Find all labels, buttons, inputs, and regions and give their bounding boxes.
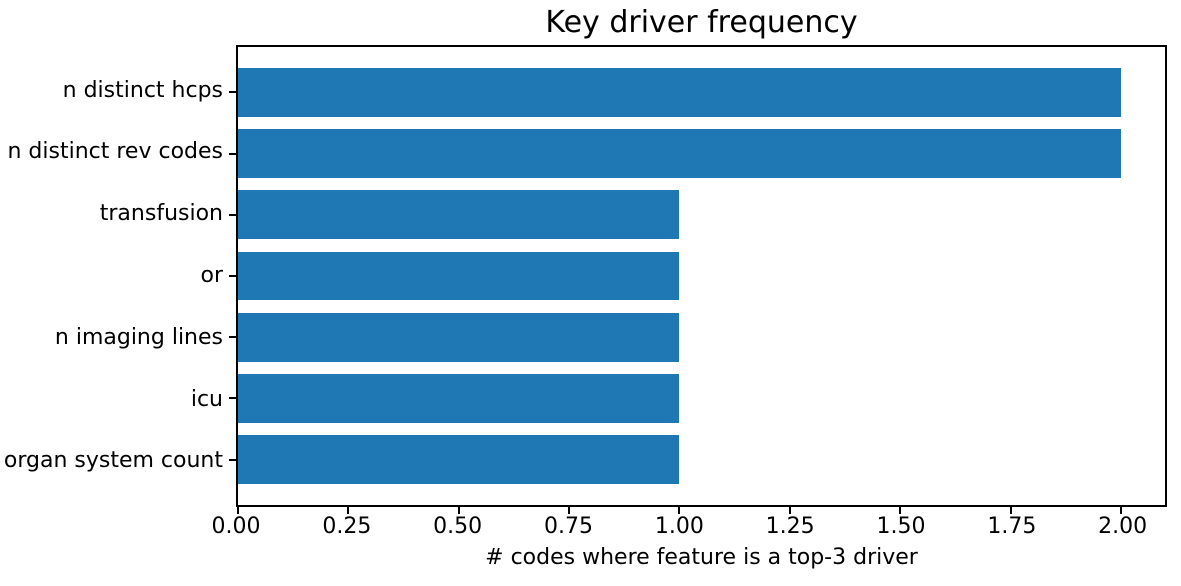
- y-tick-mark: [229, 336, 236, 339]
- x-axis-label: # codes where feature is a top-3 driver: [485, 545, 918, 570]
- bar-transfusion: [238, 190, 680, 240]
- x-tick-label: 0.25: [322, 514, 372, 539]
- bar-icu: [238, 373, 680, 423]
- bar-n-distinct-hcps: [238, 67, 1121, 117]
- x-tick-mark: [457, 507, 460, 514]
- y-tick-label: n distinct rev codes: [7, 139, 224, 165]
- y-tick-mark: [229, 458, 236, 461]
- bar-n-distinct-rev-codes: [238, 129, 1121, 179]
- x-tick-mark: [1009, 507, 1012, 514]
- y-tick-label: or: [200, 263, 223, 288]
- x-tick-label: 1.00: [654, 514, 704, 539]
- y-tick-mark: [229, 91, 236, 94]
- x-tick-label: 0.50: [433, 514, 483, 539]
- y-tick-label: organ system count: [3, 448, 223, 474]
- x-tick-label: 0.00: [211, 514, 261, 539]
- y-tick-label: n imaging lines: [54, 324, 223, 350]
- x-tick-mark: [568, 507, 571, 514]
- x-tick-mark: [237, 507, 239, 514]
- y-tick-mark: [229, 397, 236, 400]
- x-tick-label: 1.25: [765, 514, 815, 539]
- bar-or: [238, 251, 680, 301]
- y-tick-mark: [229, 275, 236, 277]
- x-tick-mark: [1119, 507, 1122, 514]
- chart-title: Key driver frequency: [545, 5, 858, 40]
- x-tick-mark: [678, 507, 681, 514]
- x-tick-mark: [788, 507, 791, 514]
- y-tick-mark: [229, 213, 236, 216]
- y-tick-label: transfusion: [99, 201, 223, 227]
- bar-n-imaging-lines: [238, 312, 680, 362]
- x-tick-mark: [899, 507, 902, 514]
- x-tick-label: 2.00: [1098, 514, 1148, 539]
- plot-area: [229, 45, 1167, 514]
- y-tick-label: icu: [190, 386, 223, 412]
- x-tick-label: 0.75: [544, 514, 593, 539]
- x-tick-label: 1.50: [876, 514, 926, 539]
- x-tick-label: 1.75: [987, 514, 1037, 539]
- y-tick-mark: [229, 152, 236, 155]
- y-tick-label: n distinct hcps: [62, 77, 223, 103]
- x-tick-mark: [347, 507, 350, 514]
- bar-organ-system-count: [238, 435, 680, 485]
